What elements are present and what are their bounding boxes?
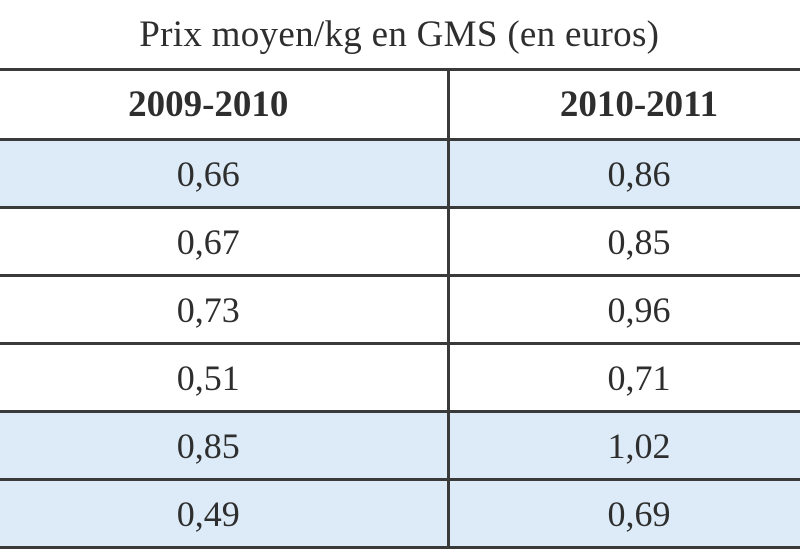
table-row: 0,67 0,85 xyxy=(0,207,800,277)
table-row: 0,49 0,69 xyxy=(0,479,800,549)
table-cell: 0,71 xyxy=(448,343,800,413)
table-row: 0,66 0,86 xyxy=(0,139,800,209)
table-row: 0,51 0,71 xyxy=(0,343,800,413)
table-cell: 0,66 xyxy=(0,139,450,209)
column-header-2010-2011: 2010-2011 xyxy=(448,69,800,141)
table-cell: 0,49 xyxy=(0,479,450,549)
table-title-row: Prix moyen/kg en GMS (en euros) xyxy=(0,0,800,71)
table-title: Prix moyen/kg en GMS (en euros) xyxy=(0,0,800,71)
table-cell: 0,85 xyxy=(448,207,800,277)
table-cell: 0,96 xyxy=(448,275,800,345)
table-row: 0,73 0,96 xyxy=(0,275,800,345)
table-cell: 0,51 xyxy=(0,343,450,413)
table-cell: 0,86 xyxy=(448,139,800,209)
table-cell: 0,85 xyxy=(0,411,450,481)
table-cell: 0,67 xyxy=(0,207,450,277)
table-cell: 0,73 xyxy=(0,275,450,345)
table-cell: 0,69 xyxy=(448,479,800,549)
table-row: 0,85 1,02 xyxy=(0,411,800,481)
table-cell: 1,02 xyxy=(448,411,800,481)
table-header-row: 2009-2010 2010-2011 xyxy=(0,69,800,141)
column-header-2009-2010: 2009-2010 xyxy=(0,69,450,141)
